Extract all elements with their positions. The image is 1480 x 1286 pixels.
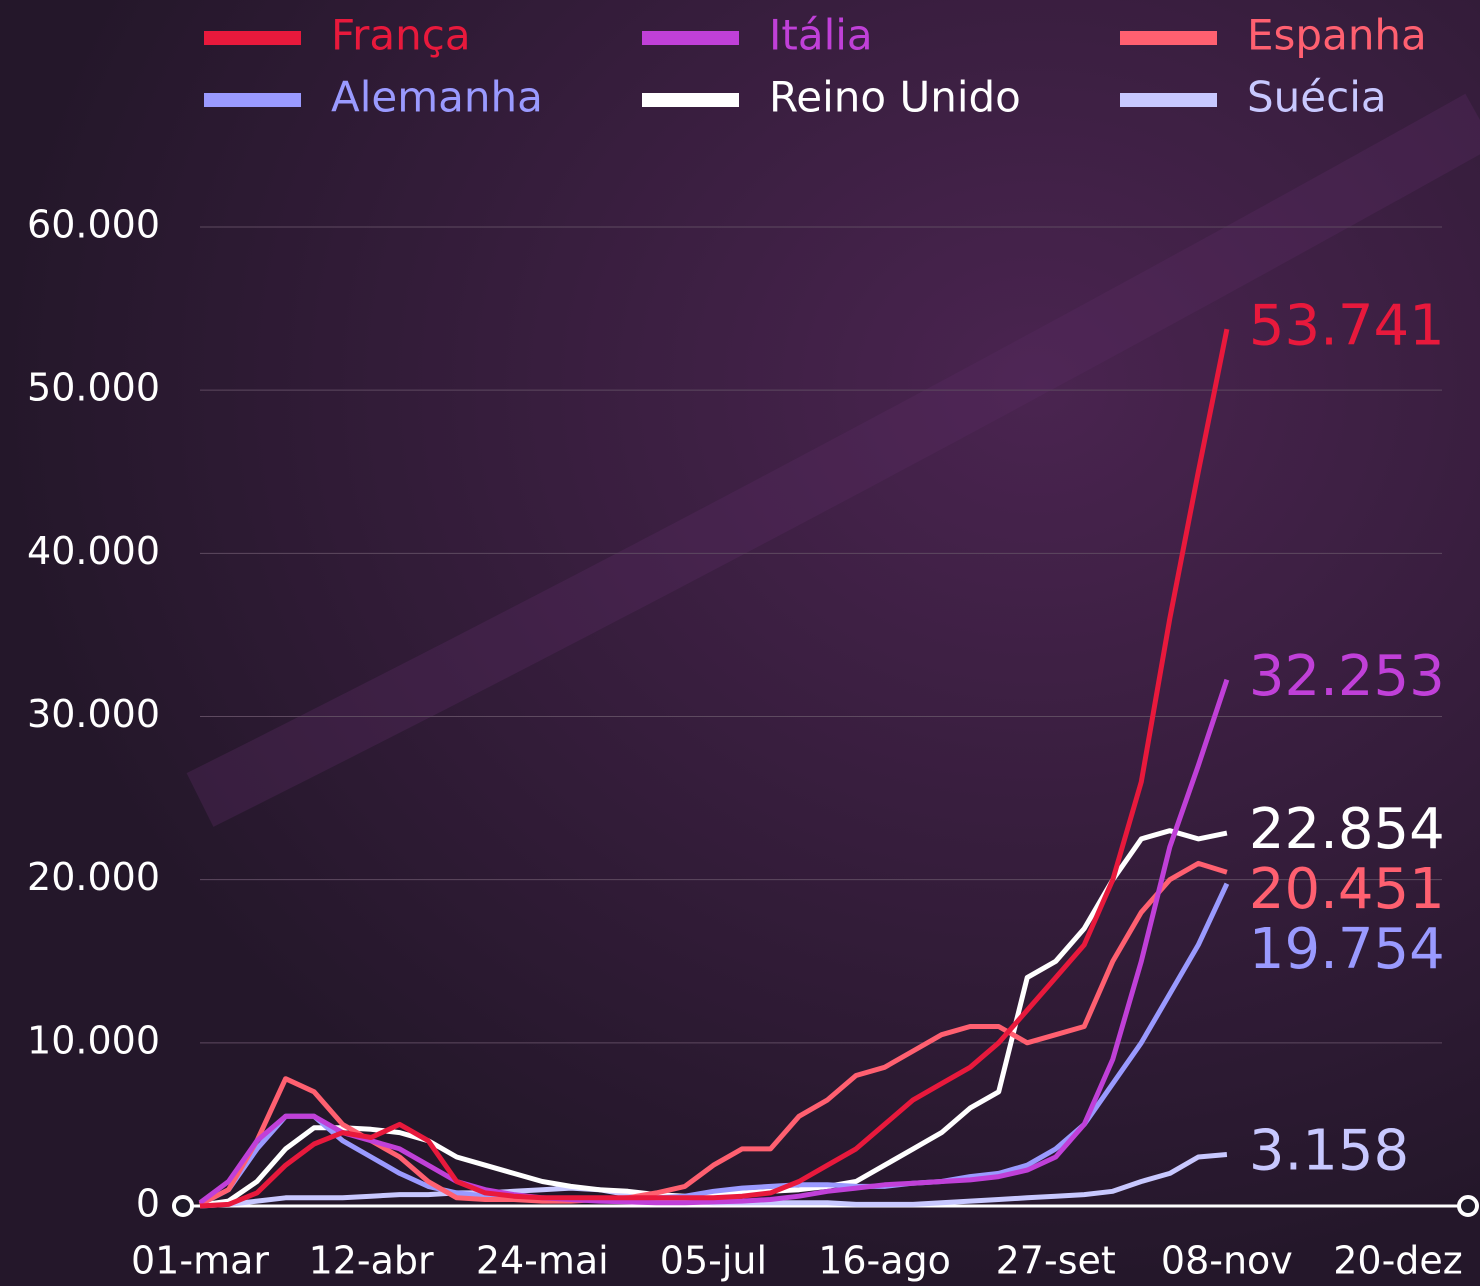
x-tick-label: 05-jul: [660, 1239, 767, 1283]
x-tick-label: 08-nov: [1161, 1239, 1293, 1283]
x-tick-label: 16-ago: [818, 1239, 951, 1283]
y-tick-label: 50.000: [27, 366, 160, 410]
legend-swatch: [642, 31, 739, 45]
y-tick-label: 60.000: [27, 203, 160, 247]
axis-end: [1459, 1197, 1477, 1215]
y-tick-label: 30.000: [27, 692, 160, 736]
legend-label: Espanha: [1247, 11, 1427, 60]
legend-label: França: [331, 11, 471, 60]
y-tick-label: 40.000: [27, 529, 160, 573]
legend-label: Reino Unido: [769, 73, 1021, 122]
legend-label: Itália: [769, 11, 873, 60]
end-label: 53.741: [1249, 293, 1445, 358]
legend-swatch: [204, 31, 301, 45]
y-tick-label: 20.000: [27, 855, 160, 899]
x-tick-label: 12-abr: [309, 1239, 434, 1283]
axis-end: [174, 1197, 192, 1215]
legend-swatch: [204, 93, 301, 107]
legend-swatch: [1120, 31, 1217, 45]
x-tick-label: 01-mar: [131, 1239, 269, 1283]
end-label: 20.451: [1249, 857, 1445, 922]
legend-swatch: [642, 93, 739, 107]
page: {"chart_data": {"type": "line", "x": ["0…: [0, 0, 1480, 1286]
x-tick-label: 24-mai: [476, 1239, 609, 1283]
chart: 0 10.000 20.000 30.000 40.000 50.000 60.000 01-…: [0, 0, 1480, 1286]
end-label: 32.253: [1249, 644, 1445, 709]
end-label: 22.854: [1249, 797, 1445, 862]
legend-label: Alemanha: [331, 73, 543, 122]
x-tick-label: 27-set: [996, 1239, 1116, 1283]
legend-swatch: [1120, 93, 1217, 107]
x-tick-label: 20-dez: [1333, 1239, 1463, 1283]
y-tick-label: 0: [136, 1182, 160, 1226]
end-label: 19.754: [1249, 917, 1445, 982]
legend-label: Suécia: [1247, 73, 1387, 122]
y-tick-label: 10.000: [27, 1018, 160, 1062]
end-label: 3.158: [1249, 1119, 1409, 1184]
